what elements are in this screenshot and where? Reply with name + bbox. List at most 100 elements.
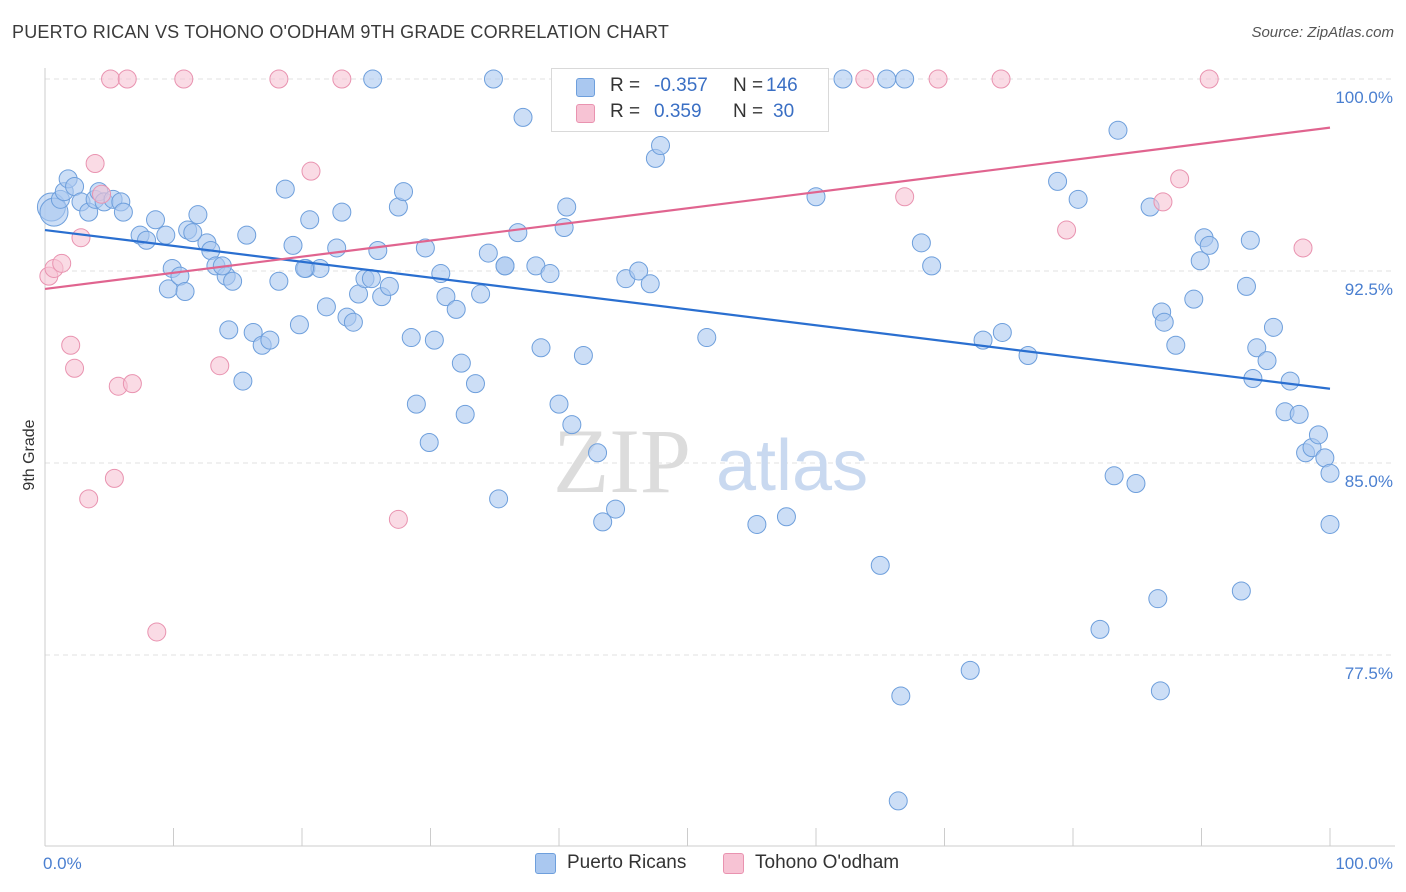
puerto-ricans-point xyxy=(747,514,767,534)
puerto-ricans-point xyxy=(508,223,528,243)
puerto-ricans-point xyxy=(1090,619,1110,639)
puerto-ricans-point xyxy=(513,107,533,127)
puerto-ricans-point xyxy=(300,210,320,230)
puerto-ricans-point xyxy=(436,287,456,307)
puerto-ricans-point xyxy=(379,276,399,296)
trend-lines xyxy=(44,126,1331,390)
puerto-ricans-point xyxy=(269,271,289,291)
tohono-oodham-point xyxy=(269,69,289,89)
source-credit: Source: ZipAtlas.com xyxy=(1251,24,1394,41)
puerto-ricans-point xyxy=(562,415,582,435)
tohono-oodham-point xyxy=(210,356,230,376)
puerto-ricans-point xyxy=(137,230,157,250)
puerto-ricans-point xyxy=(554,217,574,237)
puerto-ricans-point xyxy=(1308,425,1328,445)
puerto-ricans-point xyxy=(891,686,911,706)
puerto-ricans-point xyxy=(960,660,980,680)
puerto-ricans-point xyxy=(237,225,257,245)
puerto-ricans-point xyxy=(1126,473,1146,493)
puerto-ricans-point xyxy=(361,269,381,289)
tohono-oodham-point xyxy=(1199,69,1219,89)
tohono-oodham-point xyxy=(174,69,194,89)
puerto-ricans-point xyxy=(870,555,890,575)
tohono-oodham-point xyxy=(71,228,91,248)
puerto-ricans-point xyxy=(922,256,942,276)
tohono-oodham-point xyxy=(301,161,321,181)
puerto-ricans-point xyxy=(1320,463,1340,483)
gridlines xyxy=(45,78,1395,656)
puerto-ricans-point xyxy=(573,345,593,365)
puerto-ricans-point xyxy=(1154,312,1174,332)
puerto-ricans-point xyxy=(283,235,303,255)
y-tick-label: 92.5% xyxy=(1345,280,1393,299)
x-tick-label: 0.0% xyxy=(43,854,82,873)
puerto-ricans-point xyxy=(1199,235,1219,255)
puerto-ricans-point xyxy=(1257,351,1277,371)
puerto-ricans-point xyxy=(531,338,551,358)
puerto-ricans-point xyxy=(1263,317,1283,337)
tohono-oodham-point xyxy=(147,622,167,642)
y-tick-label: 100.0% xyxy=(1335,88,1393,107)
tohono-oodham-point xyxy=(85,153,105,173)
puerto-ricans-point xyxy=(540,264,560,284)
tohono-oodham-point xyxy=(52,253,72,273)
puerto-ricans-point xyxy=(316,297,336,317)
puerto-ricans-point xyxy=(478,243,498,263)
puerto-ricans-point xyxy=(1184,289,1204,309)
puerto-ricans-point xyxy=(156,225,176,245)
puerto-ricans-point xyxy=(146,210,166,230)
r-label: R = xyxy=(610,101,641,122)
puerto-ricans-point xyxy=(1289,404,1309,424)
puerto-ricans-point xyxy=(295,258,315,278)
tohono-oodham-point xyxy=(1293,238,1313,258)
puerto-ricans-point xyxy=(363,69,383,89)
puerto-ricans-point xyxy=(1247,338,1267,358)
puerto-ricans-point xyxy=(1104,466,1124,486)
x-tick-label: 100.0% xyxy=(1335,854,1393,873)
stats-legend: R = -0.357 N = 146 R = 0.359 N = 30 xyxy=(551,68,829,132)
puerto-ricans-legend-label: Puerto Ricans xyxy=(567,852,687,873)
tohono-oodham-swatch xyxy=(576,104,595,123)
tohono-oodham-point xyxy=(61,335,81,355)
tohono-oodham-point xyxy=(1057,220,1077,240)
tick-labels: 100.0% 92.5% 85.0% 77.5% 0.0% 100.0% 9th Grade xyxy=(21,88,1393,873)
puerto-ricans-point xyxy=(833,69,853,89)
puerto-ricans-point xyxy=(1068,189,1088,209)
tohono-oodham-point xyxy=(117,69,137,89)
puerto-ricans-point xyxy=(451,353,471,373)
r-value-tohono-oodham: 0.359 xyxy=(654,101,702,122)
puerto-ricans-point xyxy=(1018,345,1038,365)
tohono-oodham-point xyxy=(104,468,124,488)
puerto-ricans-point xyxy=(992,322,1012,342)
puerto-ricans-point xyxy=(651,136,671,156)
r-value-puerto-ricans: -0.357 xyxy=(654,75,708,96)
puerto-ricans-point xyxy=(455,404,475,424)
puerto-ricans-point xyxy=(1190,251,1210,271)
puerto-ricans-point xyxy=(260,330,280,350)
puerto-ricans-point xyxy=(588,443,608,463)
puerto-ricans-point xyxy=(446,299,466,319)
tohono-oodham-legend-swatch xyxy=(723,853,744,874)
puerto-ricans-point xyxy=(1166,335,1186,355)
tohono-oodham-point xyxy=(79,489,99,509)
puerto-ricans-point xyxy=(113,202,133,222)
puerto-ricans-point xyxy=(1150,681,1170,701)
puerto-ricans-point xyxy=(415,238,435,258)
puerto-ricans-point xyxy=(289,315,309,335)
puerto-ricans-point xyxy=(275,179,295,199)
puerto-ricans-point xyxy=(557,197,577,217)
puerto-ricans-point xyxy=(1240,230,1260,250)
tohono-oodham-point xyxy=(855,69,875,89)
y-axis-label: 9th Grade xyxy=(21,419,38,490)
r-label: R = xyxy=(610,75,641,96)
tohono-oodham-point xyxy=(388,509,408,529)
puerto-ricans-point xyxy=(223,271,243,291)
puerto-ricans-point xyxy=(697,328,717,348)
puerto-ricans-swatch xyxy=(576,78,595,97)
puerto-ricans-point xyxy=(1320,514,1340,534)
puerto-ricans-point xyxy=(424,330,444,350)
puerto-ricans-point xyxy=(776,507,796,527)
tohono-oodham-point xyxy=(895,187,915,207)
tohono-oodham-point xyxy=(65,358,85,378)
y-tick-label: 85.0% xyxy=(1345,472,1393,491)
